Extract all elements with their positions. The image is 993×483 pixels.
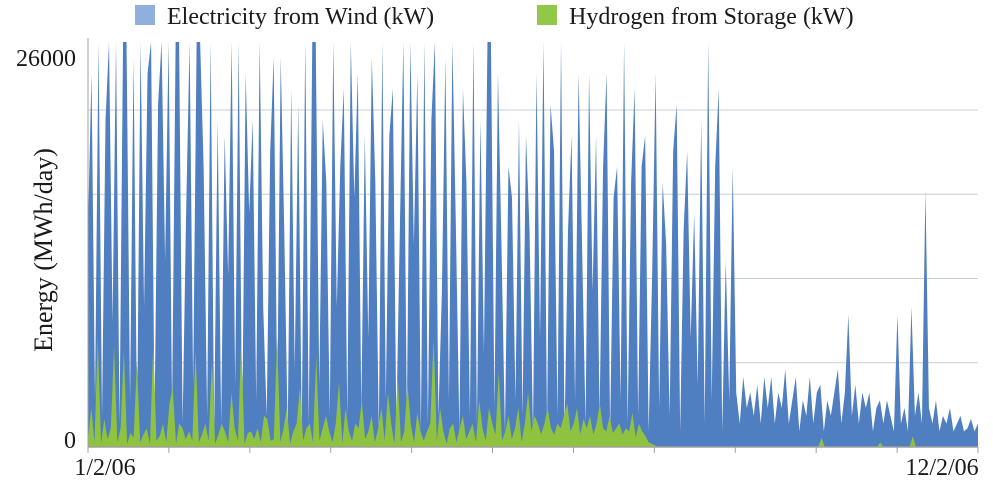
x-tick-label-start: 1/2/06 xyxy=(74,455,135,481)
legend: Electricity from Wind (kW) Hydrogen from… xyxy=(135,4,854,30)
x-tick-label-end: 12/2/06 xyxy=(905,455,978,481)
wind-series-area xyxy=(88,42,978,447)
y-tick-label-max: 26000 xyxy=(16,46,76,72)
y-tick-label-min: 0 xyxy=(64,428,76,454)
legend-label-wind: Electricity from Wind (kW) xyxy=(167,4,434,30)
legend-swatch-hydrogen xyxy=(537,5,557,25)
hydrogen-series-area xyxy=(88,337,978,447)
legend-swatch-wind xyxy=(135,5,155,25)
y-axis-title: Energy (MWh/day) xyxy=(29,148,58,352)
legend-label-hydrogen: Hydrogen from Storage (kW) xyxy=(569,4,854,30)
